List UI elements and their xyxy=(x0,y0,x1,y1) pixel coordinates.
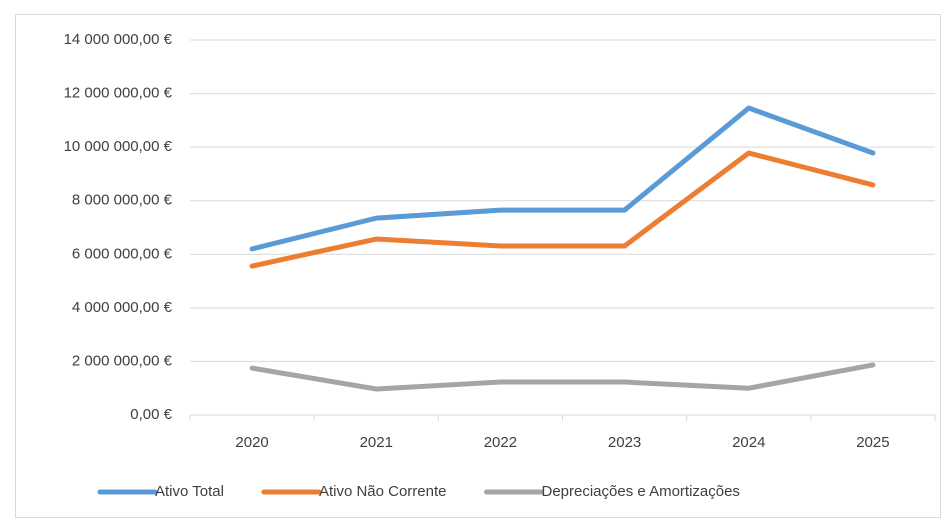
y-tick-label: 2 000 000,00 € xyxy=(72,352,173,369)
series-line xyxy=(249,105,876,252)
legend-label: Depreciações e Amortizações xyxy=(542,483,740,500)
x-tick-label: 2024 xyxy=(732,434,765,451)
y-tick-label: 6 000 000,00 € xyxy=(72,245,173,262)
x-tick-label: 2025 xyxy=(856,434,889,451)
x-tick-label: 2021 xyxy=(360,434,393,451)
y-tick-label: 10 000 000,00 € xyxy=(64,138,173,155)
x-tick-label: 2023 xyxy=(608,434,641,451)
legend-label: Ativo Total xyxy=(155,483,224,500)
series-line xyxy=(249,362,876,392)
y-tick-label: 12 000 000,00 € xyxy=(64,85,173,102)
chart-border xyxy=(15,14,941,518)
x-tick-label: 2022 xyxy=(484,434,517,451)
x-tick-label: 2020 xyxy=(235,434,268,451)
y-tick-label: 4 000 000,00 € xyxy=(72,299,173,316)
series-line xyxy=(249,150,876,269)
y-tick-label: 8 000 000,00 € xyxy=(72,192,173,209)
legend-label: Ativo Não Corrente xyxy=(319,483,447,500)
y-tick-label: 14 000 000,00 € xyxy=(64,31,173,48)
y-tick-label: 0,00 € xyxy=(130,406,172,423)
